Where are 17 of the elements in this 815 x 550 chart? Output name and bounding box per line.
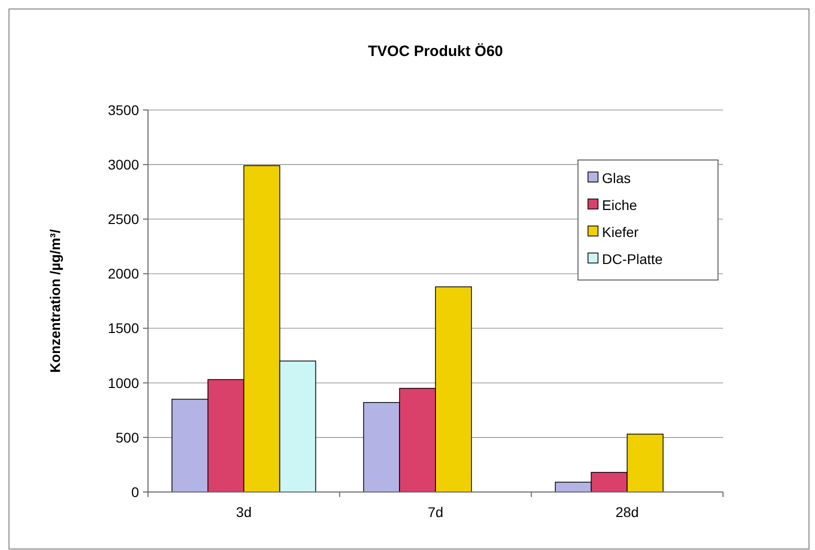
y-tick-label: 3500: [108, 102, 140, 118]
legend-label: Kiefer: [602, 224, 639, 240]
legend-label: Glas: [602, 170, 631, 186]
y-tick-label: 3000: [108, 156, 140, 172]
legend-label: DC-Platte: [602, 250, 663, 267]
x-tick-label: 28d: [615, 504, 639, 520]
y-tick-label: 500: [116, 429, 140, 446]
y-tick-label: 1000: [108, 374, 140, 391]
y-tick-label: 1500: [108, 320, 140, 336]
x-tick-label: 7d: [428, 504, 444, 520]
legend-label: Eiche: [602, 196, 638, 213]
y-tick-label: 2000: [108, 266, 140, 282]
chart-title: TVOC Produkt Ö60: [368, 43, 504, 60]
x-tick-label: 3d: [236, 504, 252, 520]
y-axis-title: Konzentration /µg/m³/: [47, 229, 63, 373]
y-tick-label: 0: [131, 484, 140, 500]
y-tick-label: 2500: [108, 211, 140, 228]
